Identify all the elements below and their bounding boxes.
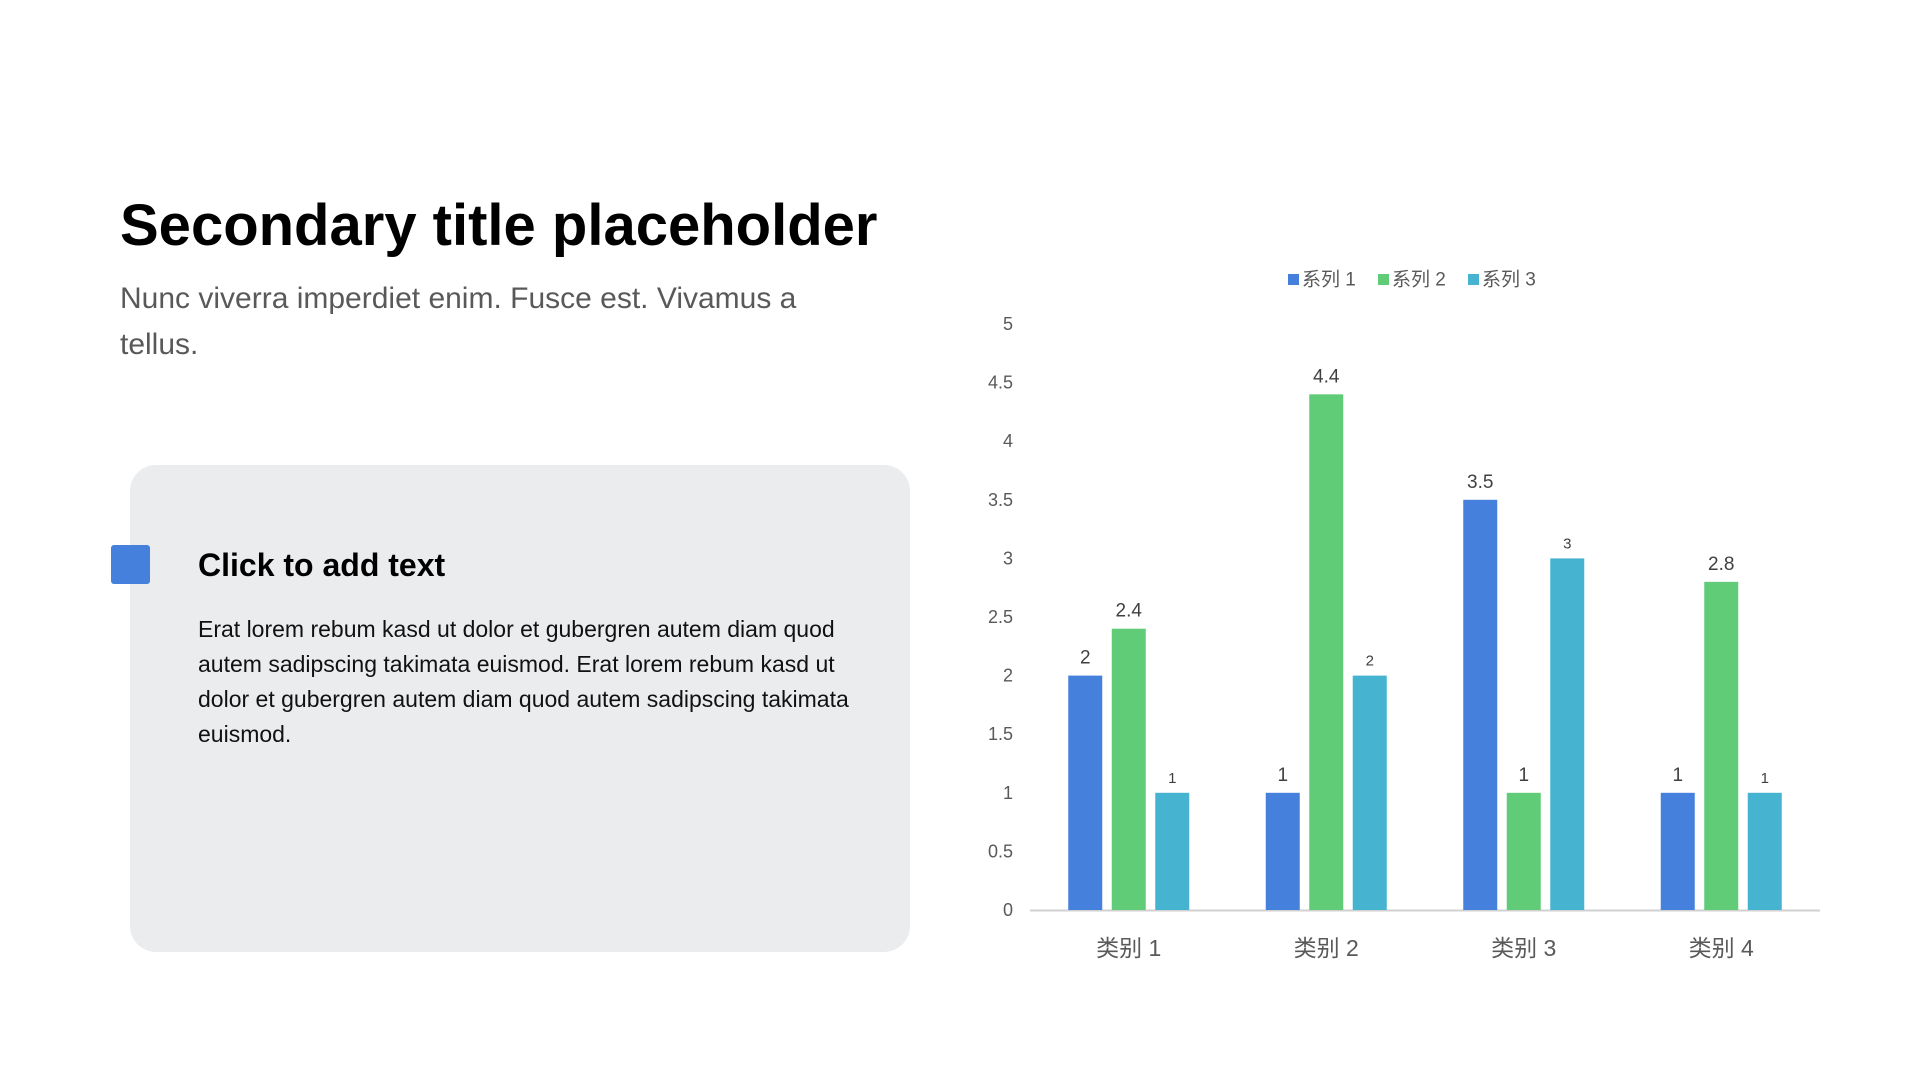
legend-swatch-3	[1468, 274, 1479, 285]
slide-title: Secondary title placeholder	[120, 193, 878, 258]
x-tick-label: 类别 2	[1294, 935, 1359, 961]
y-tick-label: 3	[1003, 548, 1013, 568]
data-label: 1	[1672, 765, 1683, 786]
slide-subtitle: Nunc viverra imperdiet enim. Fusce est. …	[120, 282, 797, 361]
legend-swatch-1	[1288, 274, 1299, 285]
legend-label: 系列 3	[1482, 269, 1536, 291]
y-tick-label: 4.5	[988, 373, 1013, 393]
y-tick-label: 2	[1003, 666, 1013, 686]
data-label: 2.8	[1708, 554, 1734, 575]
bar-2-1	[1111, 628, 1146, 910]
x-tick-label: 类别 4	[1689, 935, 1754, 961]
data-label: 1	[1168, 770, 1176, 787]
bar-1-3	[1463, 499, 1498, 910]
bar-1-4	[1660, 792, 1695, 910]
x-tick-label: 类别 1	[1096, 935, 1161, 961]
y-tick-label: 5	[1003, 314, 1013, 334]
y-tick-label: 0	[1003, 900, 1013, 920]
bar-3-2	[1352, 675, 1387, 910]
data-label: 2	[1366, 653, 1374, 670]
data-label: 2	[1080, 648, 1091, 669]
y-tick-label: 3.5	[988, 490, 1013, 510]
accent-square	[111, 545, 150, 584]
y-tick-label: 0.5	[988, 841, 1013, 861]
bar-chart: 0 0.5 1 1.5 2 2.5 3 3.5 4 4.5 5 2 2.4 1 类别 1 1 4.4 2 类别 2 3…	[940, 250, 1840, 980]
legend-swatch-2	[1378, 274, 1389, 285]
bar-2-4	[1704, 581, 1739, 910]
data-label: 3	[1563, 535, 1571, 552]
legend-label: 系列 2	[1392, 269, 1446, 291]
bar-2-3	[1506, 792, 1541, 910]
data-label: 3.5	[1467, 472, 1493, 493]
bar-2-2	[1309, 394, 1344, 910]
y-tick-label: 4	[1003, 431, 1013, 451]
y-tick-label: 1	[1003, 783, 1013, 803]
y-tick-label: 2.5	[988, 607, 1013, 627]
text-card	[130, 465, 910, 952]
data-label: 1	[1277, 765, 1288, 786]
bar-1-1	[1068, 675, 1103, 910]
data-label: 4.4	[1313, 366, 1340, 387]
x-tick-label: 类别 3	[1491, 935, 1556, 961]
data-label: 2.4	[1116, 601, 1143, 622]
bar-3-1	[1155, 792, 1190, 910]
data-label: 1	[1518, 765, 1529, 786]
legend-label: 系列 1	[1302, 269, 1356, 291]
bar-chart-svg: 0 0.5 1 1.5 2 2.5 3 3.5 4 4.5 5 2 2.4 1 类别 1 1 4.4 2 类别 2 3…	[988, 269, 1820, 961]
bar-1-2	[1265, 792, 1300, 910]
card-heading[interactable]: Click to add text	[198, 547, 446, 583]
y-tick-label: 1.5	[988, 724, 1013, 744]
data-label: 1	[1761, 770, 1769, 787]
bar-3-3	[1550, 558, 1585, 910]
card-body-text[interactable]: Erat lorem rebum kasd ut dolor et guberg…	[198, 616, 849, 747]
bar-3-4	[1747, 792, 1782, 910]
